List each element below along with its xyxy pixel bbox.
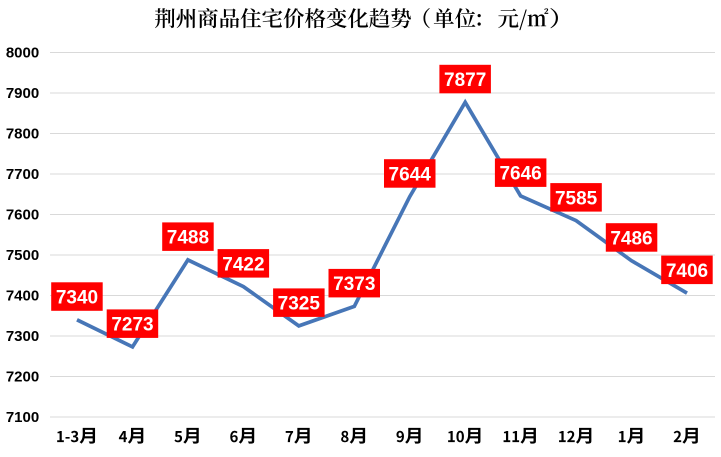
svg-text:7877: 7877 [444, 70, 486, 91]
svg-text:7700: 7700 [6, 166, 39, 183]
svg-text:7500: 7500 [6, 247, 39, 264]
svg-text:7488: 7488 [167, 228, 209, 249]
svg-text:8000: 8000 [6, 45, 39, 62]
svg-text:7200: 7200 [6, 369, 39, 386]
svg-text:7422: 7422 [222, 254, 264, 275]
svg-text:7340: 7340 [56, 288, 98, 309]
svg-text:7585: 7585 [555, 188, 598, 209]
svg-text:7800: 7800 [6, 126, 39, 143]
svg-text:7100: 7100 [6, 409, 39, 426]
svg-text:7486: 7486 [610, 229, 652, 250]
svg-text:7646: 7646 [499, 164, 541, 185]
svg-text:7400: 7400 [6, 288, 39, 305]
svg-text:7373: 7373 [333, 274, 375, 295]
svg-text:7273: 7273 [111, 315, 153, 336]
svg-text:7325: 7325 [278, 294, 321, 315]
svg-text:7406: 7406 [666, 261, 708, 282]
svg-text:7644: 7644 [389, 165, 432, 186]
svg-text:7900: 7900 [6, 85, 39, 102]
svg-text:7300: 7300 [6, 328, 39, 345]
svg-text:7600: 7600 [6, 207, 39, 224]
